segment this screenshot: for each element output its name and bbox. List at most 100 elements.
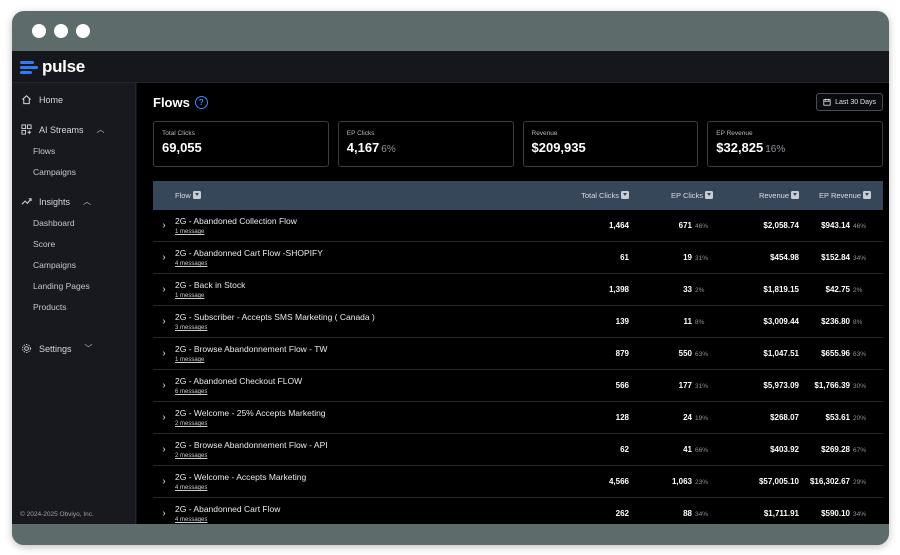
grid-icon [21, 124, 32, 135]
chevron-right-icon[interactable]: › [162, 508, 166, 519]
window-control-maximize[interactable] [76, 24, 90, 38]
flow-name[interactable]: 2G - Welcome - Accepts Marketing [175, 472, 307, 482]
chevron-up-icon[interactable]: ︿ [96, 125, 105, 134]
flow-name[interactable]: 2G - Abandoned Collection Flow [175, 216, 297, 226]
table-row[interactable]: › 2G - Welcome - 25% Accepts Marketing 2… [153, 402, 883, 434]
sort-icon[interactable] [192, 191, 201, 199]
sort-icon[interactable] [863, 191, 871, 199]
sort-icon[interactable] [791, 191, 799, 199]
cell-revenue: $1,819.15 [763, 285, 799, 294]
flow-name[interactable]: 2G - Subscriber - Accepts SMS Marketing … [175, 312, 375, 322]
sidebar-subitem-landing-pages[interactable]: Landing Pages [33, 280, 90, 291]
window-control-close[interactable] [32, 24, 46, 38]
window-control-minimize[interactable] [54, 24, 68, 38]
cell-total-clicks: 139 [615, 317, 629, 326]
flow-name[interactable]: 2G - Abandonned Cart Flow -SHOPIFY [175, 248, 323, 258]
cell-revenue: $403.92 [770, 445, 799, 454]
sidebar-item-settings[interactable]: Settings ﹀ [12, 338, 135, 359]
table-row[interactable]: › 2G - Subscriber - Accepts SMS Marketin… [153, 306, 883, 338]
chevron-right-icon[interactable]: › [162, 348, 166, 359]
column-header-ep-revenue[interactable]: EP Revenue [799, 191, 883, 200]
table-row[interactable]: › 2G - Browse Abandonnement Flow - TW 1 … [153, 338, 883, 370]
main-content: Flows ? Last 30 Days Total Clicks 69,055… [137, 83, 889, 524]
flow-messages-link[interactable]: 2 messages [175, 421, 208, 427]
chevron-right-icon[interactable]: › [162, 444, 166, 455]
card-value: 4,167 [346, 140, 380, 155]
cell-total-clicks: 62 [620, 445, 629, 454]
column-header-total-clicks[interactable]: Total Clicks [549, 191, 629, 200]
app-container: pulse Home AI Streams ︿ Flows Campaigns … [12, 51, 889, 524]
column-header-revenue[interactable]: Revenue [713, 191, 799, 200]
table-row[interactable]: › 2G - Abandoned Collection Flow 1 messa… [153, 210, 883, 242]
sidebar-item-label: AI Streams [39, 124, 84, 135]
flow-messages-link[interactable]: 6 messages [175, 389, 208, 395]
chevron-right-icon[interactable]: › [162, 220, 166, 231]
cell-ep-revenue: $236.80 8% [799, 317, 883, 326]
flow-messages-link[interactable]: 2 messages [175, 453, 208, 459]
column-header-ep-clicks[interactable]: EP Clicks [629, 191, 713, 200]
flow-name[interactable]: 2G - Abandonned Cart Flow [175, 504, 281, 514]
sidebar: Home AI Streams ︿ Flows Campaigns Insigh… [12, 83, 136, 524]
cell-ep-revenue-pct: 67% [853, 447, 867, 454]
sidebar-subitem-campaigns-insights[interactable]: Campaigns [33, 259, 76, 270]
cell-ep-revenue: $16,302.67 29% [799, 477, 883, 486]
cell-ep-revenue: $655.96 63% [799, 349, 883, 358]
chevron-right-icon[interactable]: › [162, 284, 166, 295]
chevron-right-icon[interactable]: › [162, 412, 166, 423]
card-value: $209,935 [531, 140, 586, 155]
table-row[interactable]: › 2G - Abandonned Cart Flow 4 messages 2… [153, 498, 883, 524]
flow-name[interactable]: 2G - Welcome - 25% Accepts Marketing [175, 408, 326, 418]
brand-logo[interactable]: pulse [20, 57, 85, 77]
chevron-down-icon[interactable]: ﹀ [84, 344, 93, 353]
flow-name[interactable]: 2G - Abandoned Checkout FLOW [175, 376, 303, 386]
table-row[interactable]: › 2G - Welcome - Accepts Marketing 4 mes… [153, 466, 883, 498]
cell-ep-clicks: 24 19% [629, 413, 713, 422]
cell-ep-clicks-pct: 8% [695, 319, 705, 326]
sidebar-item-ai-streams[interactable]: AI Streams ︿ [12, 119, 135, 140]
flow-messages-link[interactable]: 4 messages [175, 517, 208, 523]
column-header-flow[interactable]: Flow [175, 191, 549, 200]
sort-icon[interactable] [705, 191, 713, 199]
cell-ep-clicks-pct: 46% [695, 223, 709, 230]
gear-icon [22, 344, 31, 353]
chevron-up-icon[interactable]: ︿ [83, 197, 92, 206]
flow-messages-link[interactable]: 1 message [175, 357, 205, 363]
cell-revenue: $454.98 [770, 253, 799, 262]
sidebar-subitem-dashboard[interactable]: Dashboard [33, 217, 75, 228]
flow-messages-link[interactable]: 4 messages [175, 485, 208, 491]
chevron-right-icon[interactable]: › [162, 476, 166, 487]
flow-name[interactable]: 2G - Browse Abandonnement Flow - API [175, 440, 328, 450]
sidebar-subitem-flows[interactable]: Flows [33, 145, 56, 156]
top-bar: pulse [12, 51, 889, 83]
sidebar-item-label: Home [39, 94, 64, 105]
table-row[interactable]: › 2G - Abandoned Checkout FLOW 6 message… [153, 370, 883, 402]
flow-name[interactable]: 2G - Back in Stock [175, 280, 246, 290]
table-row[interactable]: › 2G - Abandonned Cart Flow -SHOPIFY 4 m… [153, 242, 883, 274]
help-icon[interactable]: ? [194, 95, 208, 109]
cell-ep-revenue: $152.84 34% [799, 253, 883, 262]
cell-total-clicks: 1,464 [608, 221, 629, 230]
sidebar-item-insights[interactable]: Insights ︿ [12, 191, 135, 212]
sidebar-subitem-products[interactable]: Products [33, 301, 67, 312]
flow-messages-link[interactable]: 1 message [175, 293, 205, 299]
sidebar-item-home[interactable]: Home [12, 89, 135, 110]
sort-icon[interactable] [621, 191, 629, 199]
flow-name[interactable]: 2G - Browse Abandonnement Flow - TW [175, 344, 328, 354]
table-row[interactable]: › 2G - Browse Abandonnement Flow - API 2… [153, 434, 883, 466]
chevron-right-icon[interactable]: › [162, 380, 166, 391]
page-title: Flows [153, 94, 190, 110]
sidebar-subitem-campaigns[interactable]: Campaigns [33, 166, 76, 177]
cell-ep-revenue: $1,766.39 30% [799, 381, 883, 390]
flow-messages-link[interactable]: 4 messages [175, 261, 208, 267]
flow-messages-link[interactable]: 3 messages [175, 325, 208, 331]
table-row[interactable]: › 2G - Back in Stock 1 message 1,398 33 2… [153, 274, 883, 306]
sidebar-subitem-score[interactable]: Score [33, 238, 56, 249]
cell-ep-revenue-pct: 34% [853, 511, 867, 518]
card-label: EP Revenue [716, 130, 753, 137]
date-range-button[interactable]: Last 30 Days [816, 93, 883, 111]
cell-ep-revenue: $42.75 2% [799, 285, 883, 294]
cell-ep-revenue-pct: 34% [853, 255, 867, 262]
chevron-right-icon[interactable]: › [162, 316, 166, 327]
chevron-right-icon[interactable]: › [162, 252, 166, 263]
flow-messages-link[interactable]: 1 message [175, 229, 205, 235]
